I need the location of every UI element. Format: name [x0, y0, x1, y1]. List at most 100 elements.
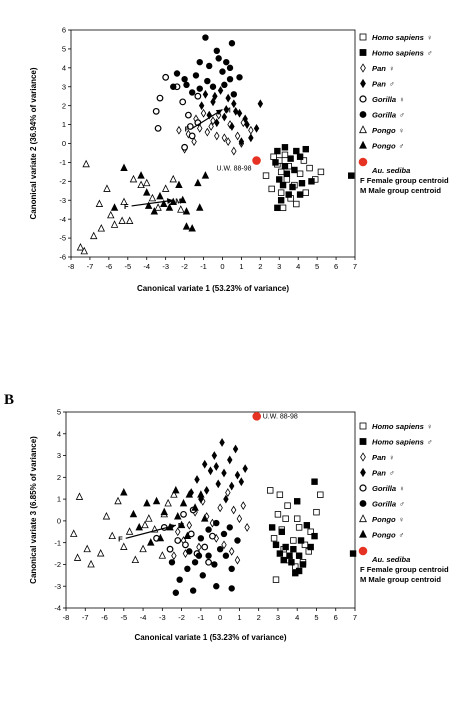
data-point-triangle-filled [169, 197, 177, 206]
x-tick-label: -1 [200, 262, 207, 271]
legend-sex: ♂ [399, 111, 405, 120]
data-point-diamond-filled [203, 485, 210, 495]
data-point-circle-open [194, 92, 202, 100]
legend-symbol-square-filled [359, 438, 367, 445]
data-point-circle-filled [226, 524, 233, 531]
legend-genus: Pan [372, 80, 386, 89]
x-axis-label: Canonical variate 1 (53.23% of variance) [137, 284, 289, 293]
legend-genus: Gorilla [372, 111, 396, 120]
data-point-circle-filled [172, 589, 180, 596]
data-point-square-filled [287, 155, 294, 162]
data-point-square-filled [282, 543, 289, 551]
data-point-triangle-filled [196, 203, 204, 211]
data-point-diamond-open [221, 133, 228, 143]
x-tick-label: -4 [143, 262, 150, 271]
data-point-square-filled [274, 204, 281, 212]
data-point-circle-filled [219, 68, 226, 75]
data-point-diamond-filled [236, 108, 243, 118]
data-point-diamond-filled [233, 106, 239, 116]
x-tick-label: -6 [101, 613, 108, 622]
data-point-triangle-open [95, 199, 104, 207]
data-point-triangle-open [108, 531, 116, 540]
x-tick-label: -3 [162, 262, 169, 271]
data-point-circle-filled [184, 565, 191, 572]
x-tick-label: 4 [295, 613, 299, 622]
data-point-square-filled [296, 191, 304, 198]
legend-male-centroid: M Male group centroid [360, 186, 441, 195]
legend-sex: ♂ [427, 438, 433, 447]
y-tick-label: 0 [57, 516, 61, 525]
data-point-diamond-filled [194, 475, 200, 484]
legend-symbol-diamond-filled [360, 78, 366, 89]
data-point-circle-filled [168, 559, 176, 566]
y-tick-label: -3 [59, 196, 66, 205]
data-point-circle-open [180, 510, 187, 518]
data-point-triangle-open [110, 220, 119, 228]
legend-symbol-circle-open [359, 484, 367, 492]
data-point-diamond-filled [238, 137, 245, 147]
data-point-triangle-filled [120, 488, 128, 496]
data-point-triangle-filled [120, 163, 128, 172]
legend-label: Gorilla ♀ [372, 484, 405, 493]
x-tick-label: -2 [178, 613, 185, 622]
legend-genus: Pongo [372, 126, 396, 135]
data-point-circle-filled [226, 75, 234, 83]
y-tick-label: 4 [62, 63, 66, 72]
legend-label: Pan ♂ [372, 469, 395, 478]
data-point-triangle-filled [137, 171, 145, 179]
data-point-square-filled [279, 181, 287, 189]
data-point-circle-filled [192, 72, 200, 79]
x-tick-label: 6 [334, 262, 338, 271]
data-point-circle-open [179, 98, 187, 106]
legend-label: Pongo ♀ [372, 515, 404, 524]
chart-canonical-variates-1-2: -8 -7 -6 -5 -4 -3 -2 -1 0 1 2 3 4 5 6 7 6 5 4 3 2 1 0 -1 -2 -3 -4 -… [29, 26, 357, 293]
data-point-diamond-filled [202, 459, 208, 469]
data-point-diamond-open [197, 123, 203, 133]
data-point-circle-open [154, 124, 162, 132]
data-point-triangle-filled [183, 531, 192, 540]
legend-label: Homo sapiens ♂ [372, 49, 433, 58]
data-point-triangle-open [170, 490, 178, 498]
data-point-triangle-filled [200, 514, 209, 522]
data-point-triangle-open [107, 210, 115, 219]
legend-male-centroid: M Male group centroid [360, 575, 441, 584]
legend-sex: ♂ [389, 469, 395, 478]
data-point-circle-open [186, 123, 194, 130]
data-point-square-filled [291, 166, 298, 174]
data-point-circle-filled [176, 576, 183, 583]
data-point-circle-filled [206, 62, 213, 70]
data-point-circle-filled [230, 91, 238, 98]
data-point-circle-filled [205, 552, 212, 559]
data-point-diamond-open [234, 131, 241, 141]
data-point-circle-filled [181, 75, 188, 83]
x-tick-label: -7 [82, 613, 89, 622]
data-point-circle-filled [213, 583, 220, 590]
legend-genus: Pongo [372, 142, 396, 151]
x-tick-label: -5 [124, 262, 131, 271]
data-point-square-filled [281, 144, 289, 151]
legend-symbol-triangle-open [359, 125, 367, 134]
y-tick-label: 1 [57, 495, 61, 504]
y-tick-label: -4 [59, 215, 66, 224]
centroid-arrow-pongo [125, 524, 176, 539]
data-point-triangle-open [125, 527, 134, 535]
data-point-diamond-filled [223, 494, 229, 504]
centroid-label-male: M [224, 105, 230, 114]
data-point-square-open [272, 576, 280, 583]
centroid-arrowhead-gorilla [215, 109, 223, 116]
legend-sex: ♀ [389, 453, 395, 462]
legend-symbol-diamond-open [360, 63, 366, 73]
data-point-square-open [277, 189, 285, 196]
data-point-diamond-filled [202, 89, 209, 99]
data-point-triangle-open [177, 205, 185, 213]
data-point-diamond-filled [219, 438, 225, 447]
data-point-triangle-filled [152, 496, 161, 505]
data-point-diamond-filled [242, 464, 248, 474]
data-point-square-filled [288, 559, 295, 566]
data-point-square-open [270, 535, 278, 542]
data-point-square-filled [311, 478, 318, 485]
data-point-square-open [313, 508, 320, 516]
data-point-square-filled [311, 532, 318, 540]
data-point-square-filled [283, 170, 291, 177]
